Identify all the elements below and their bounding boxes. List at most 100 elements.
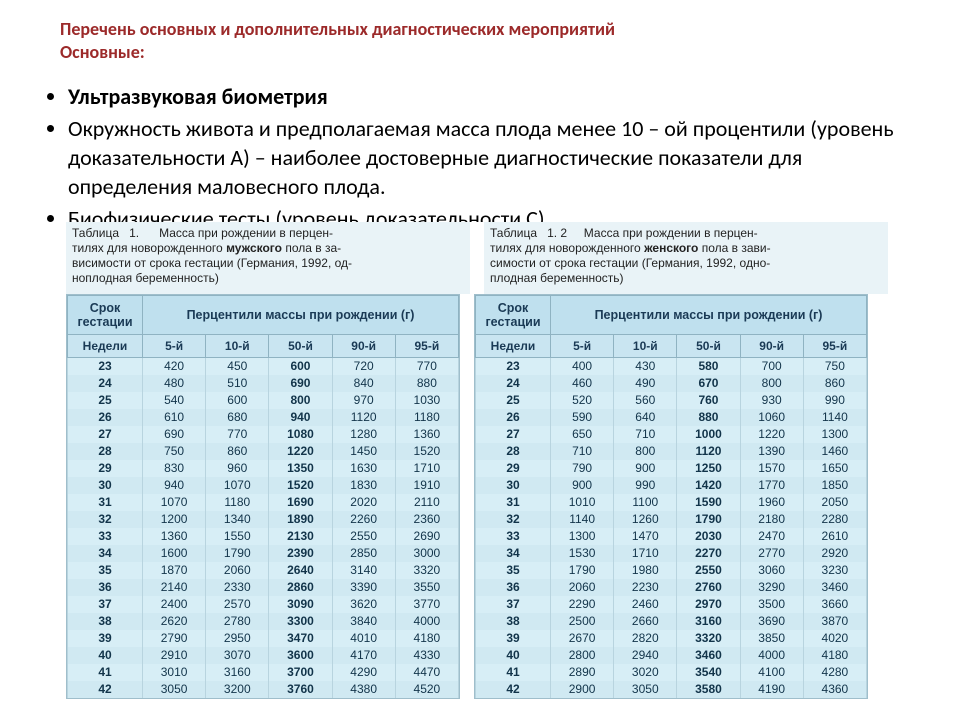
cell-value: 1980 [614, 562, 677, 579]
cell-value: 800 [269, 392, 332, 409]
cell-value: 3160 [677, 613, 740, 630]
cell-week: 33 [68, 528, 143, 545]
cell-value: 2460 [614, 596, 677, 613]
cell-value: 3540 [677, 664, 740, 681]
cell-value: 2140 [143, 579, 206, 596]
cell-value: 2290 [551, 596, 614, 613]
cell-value: 2940 [614, 647, 677, 664]
cell-value: 2280 [803, 511, 866, 528]
cell-value: 580 [677, 357, 740, 375]
table-row: 23420450600720770 [68, 357, 459, 375]
cell-value: 2110 [395, 494, 458, 511]
cell-value: 3390 [332, 579, 395, 596]
cell-value: 3140 [332, 562, 395, 579]
cell-value: 4290 [332, 664, 395, 681]
cell-value: 2550 [332, 528, 395, 545]
cell-value: 750 [803, 357, 866, 375]
cell-value: 3320 [395, 562, 458, 579]
col-p50: 50-й [269, 334, 332, 357]
cell-value: 4180 [803, 647, 866, 664]
cell-value: 840 [332, 375, 395, 392]
cell-value: 1790 [206, 545, 269, 562]
caption-line: висимости от срока гестации (Германия, 1… [72, 256, 352, 270]
cell-value: 4020 [803, 630, 866, 647]
cell-value: 2820 [614, 630, 677, 647]
col-gest-line1: Срок [72, 301, 138, 315]
col-percentiles-header: Перцентили массы при рождении (г) [551, 295, 867, 334]
cell-value: 790 [551, 460, 614, 477]
cell-week: 25 [476, 392, 551, 409]
cell-value: 2230 [614, 579, 677, 596]
cell-value: 1030 [395, 392, 458, 409]
cell-value: 3840 [332, 613, 395, 630]
cell-value: 1070 [206, 477, 269, 494]
cell-week: 35 [476, 562, 551, 579]
table-row: 3212001340189022602360 [68, 511, 459, 528]
cell-value: 1140 [551, 511, 614, 528]
cell-week: 37 [68, 596, 143, 613]
table-row: 4229003050358041904360 [476, 681, 867, 698]
cell-value: 490 [614, 375, 677, 392]
col-percentiles-header: Перцентили массы при рождении (г) [143, 295, 459, 334]
table-row: 3211401260179021802280 [476, 511, 867, 528]
cell-value: 3290 [740, 579, 803, 596]
cell-value: 800 [614, 443, 677, 460]
cell-value: 4280 [803, 664, 866, 681]
cell-week: 37 [476, 596, 551, 613]
cell-value: 3770 [395, 596, 458, 613]
table-row: 3313601550213025502690 [68, 528, 459, 545]
cell-value: 1180 [395, 409, 458, 426]
caption-line: тилях для новорожденного [490, 241, 644, 255]
cell-value: 990 [614, 477, 677, 494]
col-p50: 50-й [677, 334, 740, 357]
cell-value: 710 [614, 426, 677, 443]
col-p95: 95-й [395, 334, 458, 357]
cell-value: 1770 [740, 477, 803, 494]
table-row: 3825002660316036903870 [476, 613, 867, 630]
table-row: 27650710100012201300 [476, 426, 867, 443]
cell-value: 2180 [740, 511, 803, 528]
table-row: 3927902950347040104180 [68, 630, 459, 647]
cell-value: 460 [551, 375, 614, 392]
cell-value: 3050 [143, 681, 206, 698]
caption-prefix: Таблица [490, 226, 537, 240]
cell-value: 4180 [395, 630, 458, 647]
caption-line: плодная беременность) [490, 271, 624, 285]
cell-week: 31 [476, 494, 551, 511]
cell-value: 450 [206, 357, 269, 375]
cell-value: 2260 [332, 511, 395, 528]
cell-value: 900 [551, 477, 614, 494]
cell-value: 1850 [803, 477, 866, 494]
cell-value: 1460 [803, 443, 866, 460]
caption-line: ноплодная беременность) [72, 271, 219, 285]
cell-week: 26 [476, 409, 551, 426]
cell-value: 2900 [551, 681, 614, 698]
cell-value: 520 [551, 392, 614, 409]
cell-value: 1470 [614, 528, 677, 545]
cell-value: 1060 [740, 409, 803, 426]
cell-value: 970 [332, 392, 395, 409]
cell-value: 3500 [740, 596, 803, 613]
caption-line: пола в за- [282, 241, 341, 255]
cell-value: 1120 [332, 409, 395, 426]
col-weeks: Недели [476, 334, 551, 357]
cell-week: 40 [68, 647, 143, 664]
cell-value: 3690 [740, 613, 803, 630]
title-line-2: Основные: [60, 41, 920, 64]
caption-line: симости от срока гестации (Германия, 199… [490, 256, 770, 270]
title-line-1: Перечень основных и дополнительных диагн… [60, 18, 920, 41]
cell-value: 2800 [551, 647, 614, 664]
cell-value: 750 [143, 443, 206, 460]
cell-value: 2780 [206, 613, 269, 630]
col-p90: 90-й [332, 334, 395, 357]
cell-value: 3060 [740, 562, 803, 579]
cell-value: 680 [206, 409, 269, 426]
cell-value: 4520 [395, 681, 458, 698]
cell-value: 3050 [614, 681, 677, 698]
cell-value: 1120 [677, 443, 740, 460]
cell-value: 3000 [395, 545, 458, 562]
cell-value: 3020 [614, 664, 677, 681]
table-row: 3724002570309036203770 [68, 596, 459, 613]
cell-value: 590 [551, 409, 614, 426]
percentile-table-male: Срок гестации Перцентили массы при рожде… [66, 294, 460, 699]
